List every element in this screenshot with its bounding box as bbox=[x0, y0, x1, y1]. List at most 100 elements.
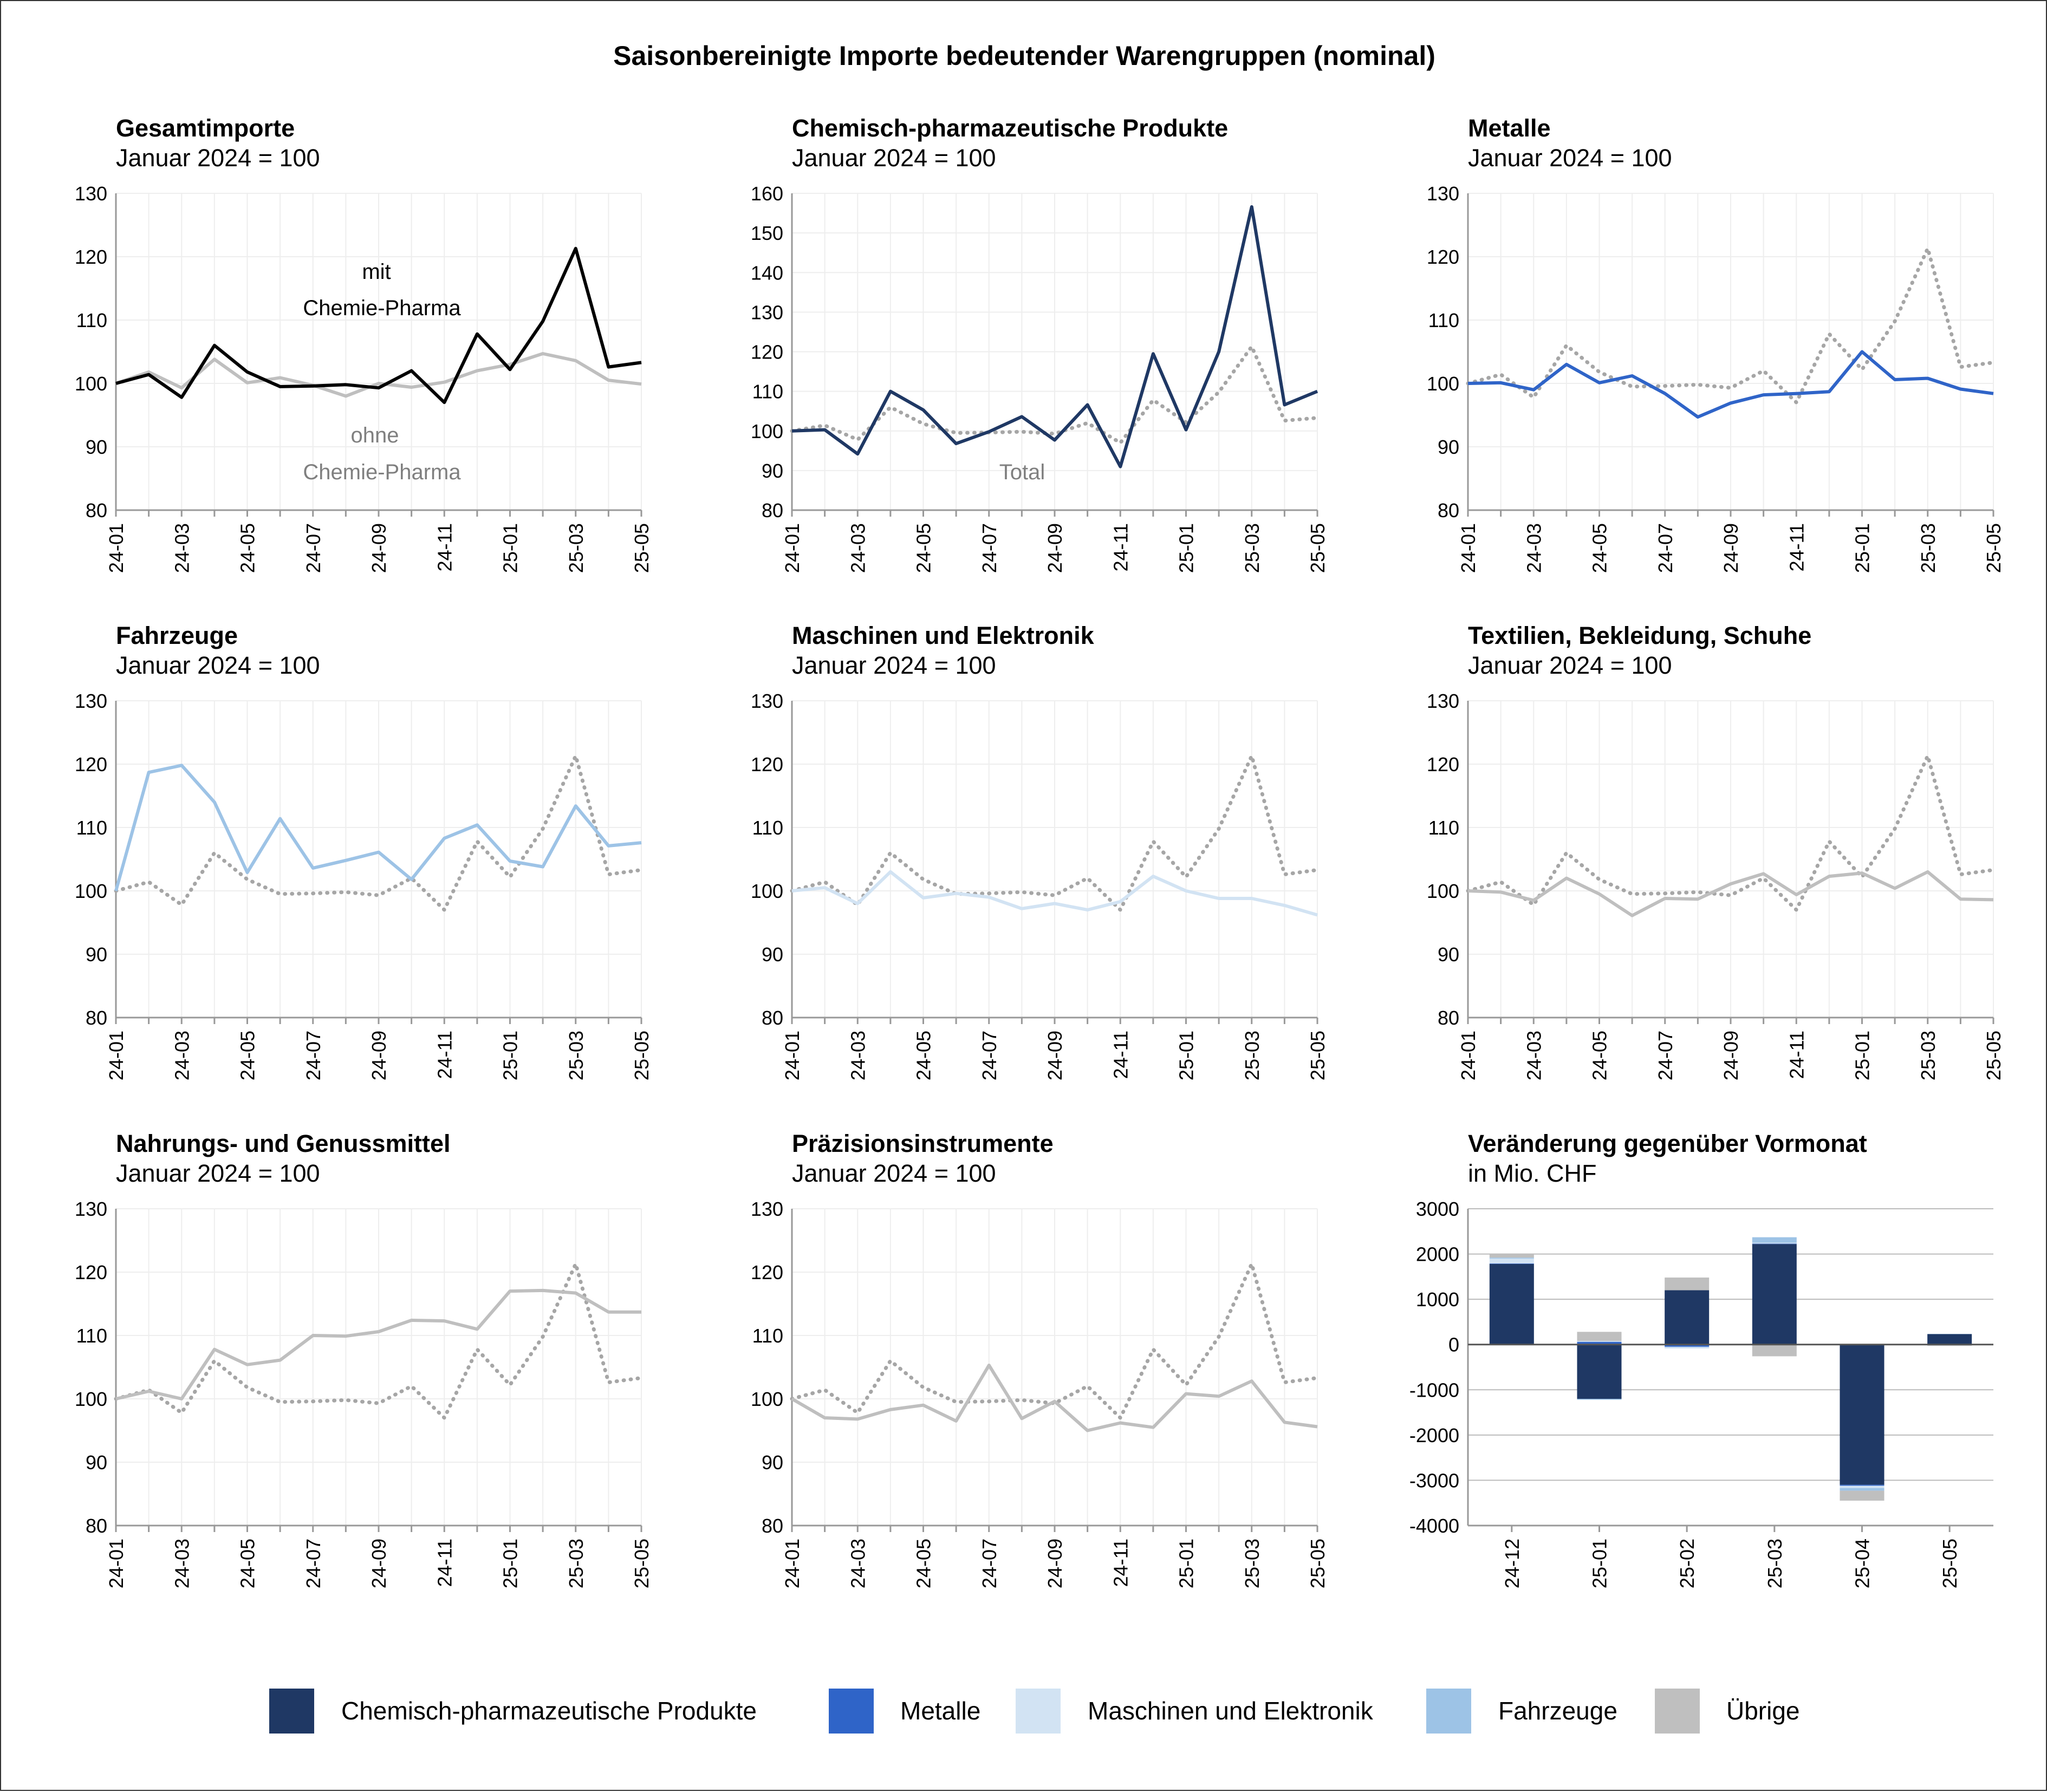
x-tick-label: 24-07 bbox=[1654, 523, 1676, 573]
bar-fahrzeuge-25-04 bbox=[1840, 1488, 1884, 1491]
bar-uebrige-25-01 bbox=[1577, 1332, 1622, 1341]
x-tick-label: 25-03 bbox=[1917, 523, 1939, 573]
bar-maschinen-und-elektronik-25-04 bbox=[1840, 1485, 1884, 1488]
bar-maschinen-und-elektronik-24-12 bbox=[1490, 1259, 1534, 1263]
x-tick-label: 25-01 bbox=[499, 1539, 522, 1588]
y-tick-label: -3000 bbox=[1409, 1469, 1459, 1491]
annotation-label: Total bbox=[999, 460, 1045, 484]
x-tick-label: 24-05 bbox=[1589, 1031, 1611, 1080]
x-tick-label: 25-05 bbox=[1983, 1031, 2005, 1080]
bar-maschinen-und-elektronik-25-03 bbox=[1752, 1243, 1797, 1244]
x-tick-label: 24-01 bbox=[105, 523, 127, 573]
x-tick-label: 25-01 bbox=[499, 1031, 522, 1080]
bar-fahrzeuge-24-12 bbox=[1490, 1257, 1534, 1259]
x-tick-label: 24-07 bbox=[978, 523, 1000, 573]
y-tick-label: 110 bbox=[752, 817, 783, 839]
legend-swatch bbox=[1426, 1689, 1471, 1734]
bar-chemisch-pharmazeutische-produkte-25-01 bbox=[1577, 1345, 1622, 1399]
panel-subtitle: Januar 2024 = 100 bbox=[116, 651, 320, 679]
x-tick-label: 25-01 bbox=[1589, 1539, 1611, 1588]
annotation-label: Chemie-Pharma bbox=[303, 296, 461, 320]
y-tick-label: 110 bbox=[1428, 817, 1459, 839]
y-tick-label: 120 bbox=[1427, 246, 1459, 268]
x-tick-label: 25-05 bbox=[631, 1031, 653, 1080]
panel-title: Fahrzeuge bbox=[116, 622, 238, 649]
x-tick-label: 24-11 bbox=[1785, 1031, 1808, 1079]
y-tick-label: 130 bbox=[75, 183, 107, 205]
x-tick-label: 24-11 bbox=[1109, 1031, 1132, 1079]
x-tick-label: 24-09 bbox=[368, 523, 390, 573]
y-tick-label: 1000 bbox=[1416, 1288, 1459, 1311]
y-tick-label: 3000 bbox=[1416, 1198, 1459, 1220]
bar-chemisch-pharmazeutische-produkte-25-04 bbox=[1840, 1345, 1884, 1485]
x-tick-label: 24-09 bbox=[368, 1539, 390, 1588]
x-tick-label: 24-01 bbox=[105, 1031, 127, 1080]
y-tick-label: 100 bbox=[751, 420, 783, 442]
x-tick-label: 25-01 bbox=[1851, 523, 1874, 573]
x-tick-label: 25-01 bbox=[1175, 1031, 1198, 1080]
legend-item-metalle: Metalle bbox=[829, 1689, 980, 1734]
legend-item-maschinen-und-elektronik: Maschinen und Elektronik bbox=[1016, 1689, 1374, 1734]
legend-label: Maschinen und Elektronik bbox=[1088, 1697, 1374, 1725]
y-tick-label: 90 bbox=[1438, 943, 1459, 966]
x-tick-label: 24-03 bbox=[847, 523, 869, 573]
x-tick-label: 24-09 bbox=[368, 1031, 390, 1080]
x-tick-label: 24-09 bbox=[1044, 523, 1066, 573]
x-tick-label: 24-05 bbox=[1589, 523, 1611, 573]
y-tick-label: 90 bbox=[86, 943, 107, 966]
y-tick-label: 120 bbox=[75, 246, 107, 268]
x-tick-label: 25-03 bbox=[1764, 1539, 1786, 1588]
x-tick-label: 24-03 bbox=[171, 1539, 193, 1588]
y-tick-label: 80 bbox=[1438, 499, 1459, 522]
legend-item-chemisch-pharmazeutische-produkte: Chemisch-pharmazeutische Produkte bbox=[269, 1689, 757, 1734]
y-tick-label: 100 bbox=[75, 373, 107, 395]
x-tick-label: 25-03 bbox=[1241, 523, 1263, 573]
y-tick-label: -4000 bbox=[1409, 1515, 1459, 1537]
legend-label: Fahrzeuge bbox=[1498, 1697, 1617, 1725]
bar-maschinen-und-elektronik-25-02 bbox=[1665, 1347, 1709, 1348]
x-tick-label: 24-11 bbox=[433, 523, 456, 571]
panel-title: Gesamtimporte bbox=[116, 114, 295, 142]
legend-swatch bbox=[1016, 1689, 1061, 1734]
y-tick-label: 0 bbox=[1448, 1334, 1459, 1356]
figure-title: Saisonbereinigte Importe bedeutender War… bbox=[613, 41, 1435, 71]
bar-chemisch-pharmazeutische-produkte-24-12 bbox=[1490, 1264, 1534, 1345]
y-tick-label: 90 bbox=[1438, 436, 1459, 458]
x-tick-label: 25-05 bbox=[631, 1539, 653, 1588]
x-tick-label: 24-09 bbox=[1720, 523, 1742, 573]
legend-item-uebrige: Übrige bbox=[1655, 1689, 1800, 1734]
x-tick-label: 25-04 bbox=[1851, 1539, 1874, 1588]
bar-uebrige-25-04 bbox=[1840, 1491, 1884, 1501]
x-tick-label: 25-03 bbox=[565, 1031, 587, 1080]
x-tick-label: 25-01 bbox=[1851, 1031, 1874, 1080]
y-tick-label: 90 bbox=[762, 460, 783, 482]
y-tick-label: -1000 bbox=[1409, 1379, 1459, 1401]
x-tick-label: 25-03 bbox=[565, 523, 587, 573]
panel-title: Maschinen und Elektronik bbox=[792, 622, 1095, 649]
annotation-label: ohne bbox=[351, 423, 399, 447]
annotation-label: Chemie-Pharma bbox=[303, 460, 461, 484]
y-tick-label: 80 bbox=[762, 1007, 783, 1029]
y-tick-label: 130 bbox=[1427, 183, 1459, 205]
y-tick-label: 120 bbox=[751, 753, 783, 776]
panel-subtitle: in Mio. CHF bbox=[1468, 1159, 1597, 1187]
y-tick-label: 110 bbox=[76, 1325, 107, 1347]
bar-fahrzeuge-25-03 bbox=[1752, 1237, 1797, 1243]
x-tick-label: 25-05 bbox=[1983, 523, 2005, 573]
x-tick-label: 24-07 bbox=[302, 1539, 324, 1588]
y-tick-label: 120 bbox=[751, 341, 783, 363]
bar-uebrige-25-02 bbox=[1665, 1278, 1709, 1290]
bar-uebrige-25-03 bbox=[1752, 1345, 1797, 1357]
x-tick-label: 24-11 bbox=[1785, 523, 1808, 571]
bar-metalle-25-03 bbox=[1752, 1243, 1797, 1244]
x-tick-label: 24-07 bbox=[978, 1031, 1000, 1080]
x-tick-label: 24-09 bbox=[1044, 1031, 1066, 1080]
y-tick-label: 80 bbox=[86, 499, 107, 522]
panel-title: Veränderung gegenüber Vormonat bbox=[1468, 1130, 1867, 1157]
